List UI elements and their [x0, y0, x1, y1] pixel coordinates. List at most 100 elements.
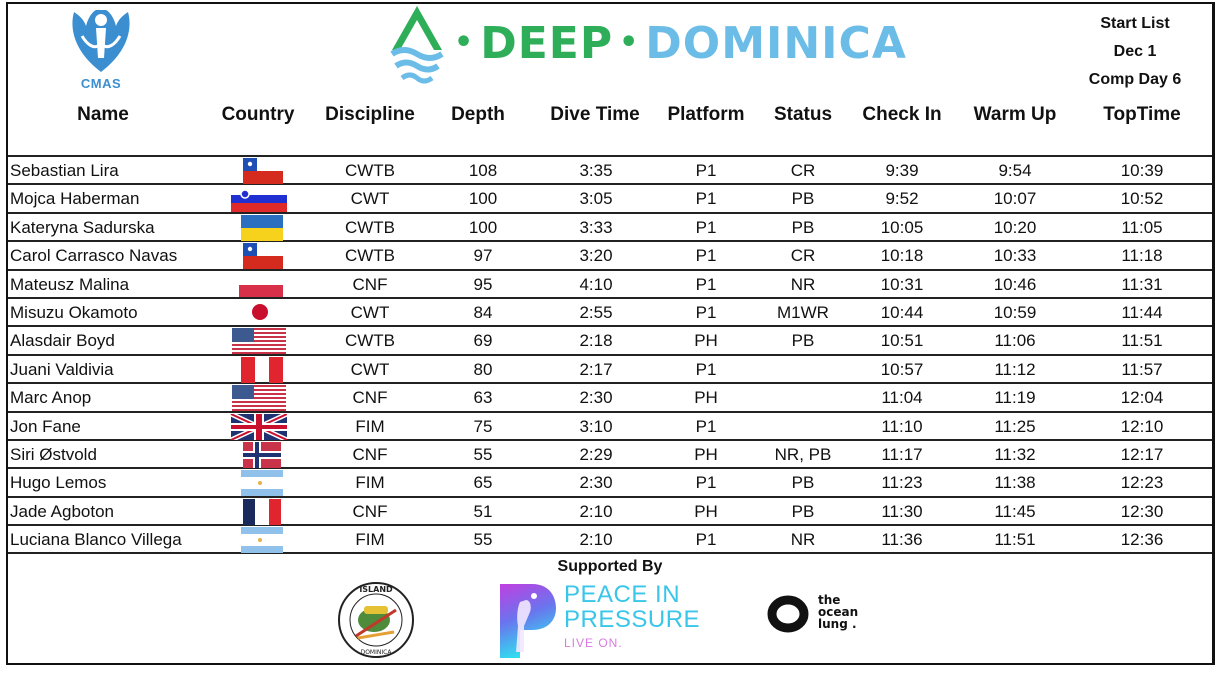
cell-discipline: CWT — [350, 302, 390, 322]
column-header-discipline: Discipline — [325, 104, 415, 125]
flag-uk-icon — [229, 411, 289, 445]
cell-check-in: 10:05 — [880, 217, 924, 237]
pip-line-2: PRESSURE — [564, 606, 701, 633]
sheet-header: CMAS • DEEP • DOMINICA Start List Dec 1 Com… — [8, 4, 1212, 157]
flag-norway-icon — [233, 441, 283, 473]
peace-in-pressure-icon — [500, 584, 556, 658]
pip-line-1: PEACE IN — [564, 581, 681, 608]
column-header-country: Country — [221, 104, 295, 125]
cell-platform: PH — [694, 501, 718, 521]
flag-peru-icon — [233, 356, 283, 388]
cell-check-in: 10:51 — [880, 331, 924, 351]
flag-japan-icon — [233, 300, 283, 331]
cell-check-in: 11:23 — [881, 473, 923, 493]
cell-name: Misuzu Okamoto — [10, 302, 138, 322]
cell-depth: 100 — [468, 189, 498, 209]
cell-status: PB — [791, 217, 815, 237]
cell-check-in: 10:57 — [880, 359, 924, 379]
cell-depth: 95 — [473, 274, 493, 294]
cell-platform: P1 — [695, 473, 717, 493]
svg-text:DOMINICA: DOMINICA — [361, 649, 393, 656]
cell-name: Jade Agboton — [10, 501, 114, 521]
cell-top-time: 12:30 — [1120, 501, 1164, 521]
flag-argentina-icon — [233, 470, 283, 501]
table-row: Misuzu Okamoto CWT 84 2:55 P1 M1WR 10:44 10:59 1… — [8, 299, 1212, 328]
cell-dive-time: 2:17 — [579, 359, 613, 379]
start-list-table: Sebastian Lira CWTB 108 3:35 P1 CR 9:39 9:54 10:… — [8, 157, 1212, 555]
cell-name: Mateusz Malina — [10, 274, 130, 294]
cell-platform: P1 — [695, 161, 717, 180]
table-row: Juani Valdivia CWT 80 2:17 P1 10:57 11:12 11:57 — [8, 356, 1212, 385]
brand-word-deep: DEEP — [480, 18, 614, 69]
deep-dominica-logo: • DEEP • DOMINICA — [382, 4, 906, 96]
cell-warm-up: 10:46 — [993, 274, 1037, 294]
cell-status: NR — [790, 530, 816, 550]
cell-warm-up: 11:12 — [994, 359, 1036, 379]
ocean-lung-ring-icon — [767, 595, 809, 633]
cell-depth: 97 — [473, 246, 493, 266]
cell-dive-time: 3:05 — [579, 189, 613, 209]
cell-check-in: 9:52 — [885, 189, 919, 209]
brand-word-dominica: DOMINICA — [645, 18, 907, 69]
flag-argentina-icon — [233, 527, 283, 558]
cell-dive-time: 2:29 — [579, 444, 613, 464]
cell-platform: P1 — [695, 359, 717, 379]
cell-warm-up: 11:06 — [994, 331, 1036, 351]
water-drop-icon — [390, 6, 444, 84]
table-row: Kateryna Sadurska CWTB 100 3:33 P1 PB 10:05 10:… — [8, 214, 1212, 243]
cell-dive-time: 3:33 — [579, 217, 613, 237]
cell-depth: 55 — [473, 444, 493, 464]
cell-platform: P1 — [695, 530, 717, 550]
cell-discipline: CNF — [352, 444, 388, 464]
cell-top-time: 12:17 — [1120, 444, 1164, 464]
table-row: Mojca Haberman CWT 100 3:05 P1 PB 9:52 10:07 10:… — [8, 185, 1212, 214]
cmas-logo-text: CMAS — [80, 76, 122, 91]
cell-platform: PH — [694, 388, 718, 408]
table-row: Alasdair Boyd CWTB 69 2:18 PH PB 10:51 11:06 11:… — [8, 327, 1212, 356]
cell-depth: 100 — [468, 217, 498, 237]
cell-discipline: FIM — [355, 473, 385, 493]
table-row: Marc Anop CNF 63 2:30 PH 11:04 11:19 12:04 — [8, 384, 1212, 413]
cell-check-in: 10:18 — [880, 246, 924, 266]
cell-discipline: FIM — [355, 530, 385, 550]
flag-usa-icon — [230, 385, 286, 416]
sheet-date: Dec 1 — [1113, 43, 1157, 60]
cell-dive-time: 4:10 — [579, 274, 613, 294]
ocean-lung-logo: the ocean lung . — [766, 592, 886, 642]
flag-chile-icon — [233, 158, 283, 189]
ocean-lung-line-3: lung . — [818, 617, 857, 631]
cell-discipline: FIM — [355, 416, 385, 436]
brand-separator: • — [454, 25, 475, 60]
cell-top-time: 12:04 — [1120, 388, 1164, 408]
cell-discipline: CWT — [350, 359, 390, 379]
cell-platform: P1 — [695, 217, 717, 237]
cell-name: Siri Østvold — [10, 444, 97, 464]
table-row: Hugo Lemos FIM 65 2:30 P1 PB 11:23 11:38 12:23 — [8, 469, 1212, 498]
flag-ukraine-icon — [233, 214, 283, 246]
table-row: Luciana Blanco Villega FIM 55 2:10 P1 NR 11:36… — [8, 526, 1212, 555]
cell-top-time: 11:31 — [1121, 274, 1163, 294]
table-row: Carol Carrasco Navas CWTB 97 3:20 P1 CR 10:18 1… — [8, 242, 1212, 271]
flag-slovenia-icon — [229, 186, 287, 217]
brand-separator: • — [619, 25, 640, 60]
cell-top-time: 11:57 — [1121, 359, 1163, 379]
cell-discipline: CWTB — [344, 331, 396, 351]
cell-dive-time: 2:30 — [579, 473, 613, 493]
brand-wordmark: • DEEP • DOMINICA — [448, 18, 907, 69]
cell-platform: P1 — [695, 189, 717, 209]
ocean-lung-wordmark: the ocean lung . — [818, 594, 858, 630]
cell-warm-up: 10:59 — [993, 302, 1037, 322]
cell-dive-time: 2:10 — [579, 501, 613, 521]
cell-dive-time: 2:30 — [579, 388, 613, 408]
cell-name: Hugo Lemos — [10, 473, 107, 493]
flag-chile-icon — [233, 243, 283, 274]
cell-warm-up: 11:45 — [994, 501, 1036, 521]
cell-dive-time: 2:55 — [579, 302, 613, 322]
cell-check-in: 10:31 — [880, 274, 924, 294]
cell-depth: 69 — [473, 331, 493, 351]
cell-discipline: CWTB — [344, 246, 396, 266]
cell-warm-up: 10:33 — [993, 246, 1037, 266]
cell-platform: P1 — [695, 246, 717, 266]
cell-dive-time: 3:35 — [579, 161, 613, 180]
cell-warm-up: 11:32 — [994, 444, 1036, 464]
